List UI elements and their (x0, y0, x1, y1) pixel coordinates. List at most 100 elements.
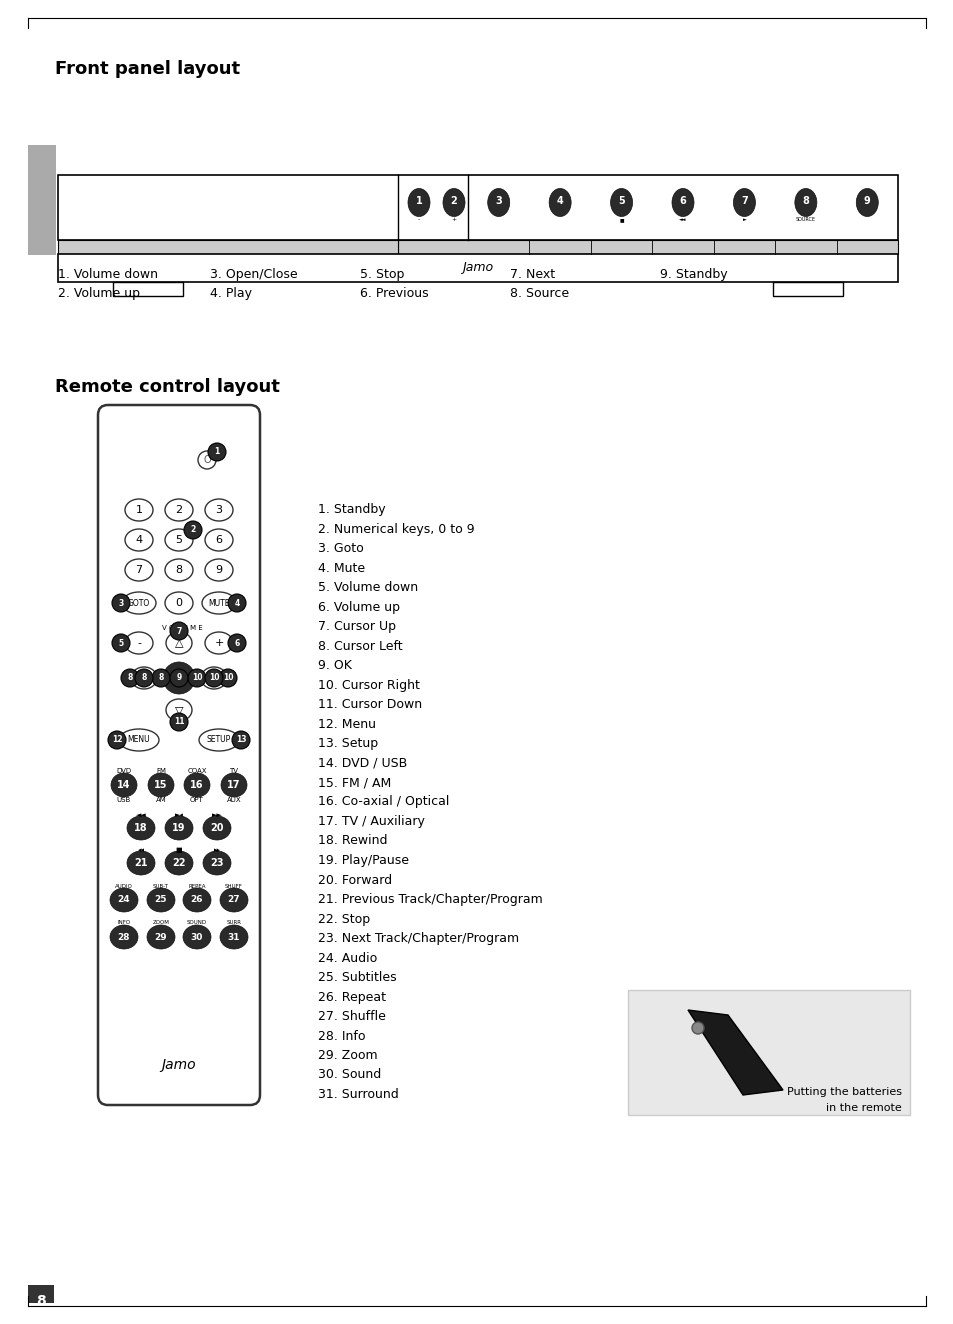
Text: 17: 17 (227, 780, 240, 790)
Text: AM: AM (155, 797, 166, 802)
Text: 12: 12 (112, 736, 122, 744)
Text: 8. Source: 8. Source (510, 287, 569, 301)
Text: ◁: ◁ (139, 673, 148, 683)
Text: 3. Open/Close: 3. Open/Close (210, 267, 297, 281)
Text: 20. Forward: 20. Forward (317, 874, 392, 887)
Text: 21: 21 (134, 858, 148, 869)
Text: Jamo: Jamo (161, 1058, 196, 1072)
Text: 1: 1 (135, 504, 142, 515)
Text: FM: FM (156, 768, 166, 775)
Text: 9. Standby: 9. Standby (659, 267, 727, 281)
Text: 23. Next Track/Chapter/Program: 23. Next Track/Chapter/Program (317, 932, 518, 945)
Ellipse shape (549, 188, 571, 217)
Text: 7: 7 (740, 196, 747, 207)
Circle shape (691, 1022, 703, 1034)
Text: 9: 9 (863, 196, 870, 207)
Text: 2: 2 (191, 526, 195, 535)
Text: ►►: ►► (212, 812, 222, 818)
Text: 16. Co-axial / Optical: 16. Co-axial / Optical (317, 796, 449, 809)
Circle shape (205, 669, 223, 687)
Ellipse shape (199, 730, 239, 751)
FancyBboxPatch shape (627, 990, 909, 1115)
Text: 12. Menu: 12. Menu (317, 718, 375, 731)
Text: V O L U M E: V O L U M E (161, 625, 202, 632)
Ellipse shape (198, 451, 215, 469)
Text: 1: 1 (214, 448, 219, 457)
Text: 0: 0 (175, 598, 182, 608)
Text: SOUND: SOUND (187, 920, 207, 925)
Text: 26: 26 (191, 895, 203, 904)
Circle shape (112, 634, 130, 651)
FancyBboxPatch shape (28, 146, 56, 256)
Text: 31: 31 (228, 932, 240, 941)
Text: 10. Cursor Right: 10. Cursor Right (317, 678, 419, 691)
Ellipse shape (127, 816, 154, 839)
Text: 4. Play: 4. Play (210, 287, 252, 301)
Ellipse shape (147, 925, 174, 949)
FancyBboxPatch shape (58, 240, 397, 254)
Text: 14: 14 (117, 780, 131, 790)
Text: 3: 3 (215, 504, 222, 515)
Ellipse shape (183, 888, 211, 912)
FancyBboxPatch shape (772, 282, 842, 297)
Ellipse shape (119, 730, 159, 751)
Text: 27. Shuffle: 27. Shuffle (317, 1010, 385, 1023)
Ellipse shape (148, 773, 173, 797)
Text: Remote control layout: Remote control layout (55, 377, 279, 396)
Text: 4: 4 (557, 196, 563, 207)
Text: ■: ■ (618, 217, 623, 222)
Text: 5: 5 (118, 638, 124, 647)
Text: SHUFF: SHUFF (225, 883, 243, 888)
Text: 6. Volume up: 6. Volume up (317, 601, 399, 613)
Text: 15: 15 (154, 780, 168, 790)
Text: OPT: OPT (190, 797, 204, 802)
Text: 8: 8 (141, 674, 147, 682)
Text: 16: 16 (190, 780, 204, 790)
Text: 22. Stop: 22. Stop (317, 912, 370, 925)
Ellipse shape (794, 188, 816, 217)
Text: 28. Info: 28. Info (317, 1030, 365, 1042)
Text: TV: TV (230, 768, 238, 775)
Circle shape (188, 669, 206, 687)
Text: 5. Volume down: 5. Volume down (317, 581, 417, 594)
Text: 4. Mute: 4. Mute (317, 561, 365, 575)
Ellipse shape (202, 592, 235, 614)
Text: ◂◂: ◂◂ (137, 847, 144, 853)
Text: 9: 9 (176, 674, 181, 682)
Text: 8: 8 (127, 674, 132, 682)
Text: +: + (451, 217, 456, 222)
Text: 10: 10 (222, 674, 233, 682)
Text: 9. OK: 9. OK (317, 659, 352, 673)
Text: 6: 6 (234, 638, 239, 647)
Ellipse shape (205, 530, 233, 551)
Text: MUTE: MUTE (208, 598, 230, 608)
Text: 22: 22 (172, 858, 186, 869)
Ellipse shape (125, 632, 152, 654)
Text: 10: 10 (192, 674, 202, 682)
FancyBboxPatch shape (98, 405, 260, 1106)
Ellipse shape (165, 530, 193, 551)
Text: 7. Next: 7. Next (510, 267, 555, 281)
Circle shape (121, 669, 139, 687)
Ellipse shape (110, 925, 138, 949)
Text: 25: 25 (154, 895, 167, 904)
Text: 2. Volume up: 2. Volume up (58, 287, 140, 301)
Ellipse shape (184, 773, 210, 797)
Ellipse shape (487, 188, 509, 217)
Text: 5. Stop: 5. Stop (359, 267, 404, 281)
FancyBboxPatch shape (112, 282, 183, 297)
Text: 8: 8 (801, 196, 808, 207)
Text: 27: 27 (228, 895, 240, 904)
Text: 5: 5 (618, 196, 624, 207)
Ellipse shape (165, 592, 193, 614)
Text: 31. Surround: 31. Surround (317, 1088, 398, 1102)
Ellipse shape (165, 851, 193, 875)
Text: SUB-T: SUB-T (152, 883, 169, 888)
Text: 1. Standby: 1. Standby (317, 503, 385, 516)
Circle shape (228, 594, 246, 612)
Circle shape (228, 634, 246, 651)
Text: 24. Audio: 24. Audio (317, 952, 376, 964)
Text: 24: 24 (117, 895, 131, 904)
Text: 20: 20 (210, 824, 224, 833)
Text: 3: 3 (118, 598, 124, 608)
